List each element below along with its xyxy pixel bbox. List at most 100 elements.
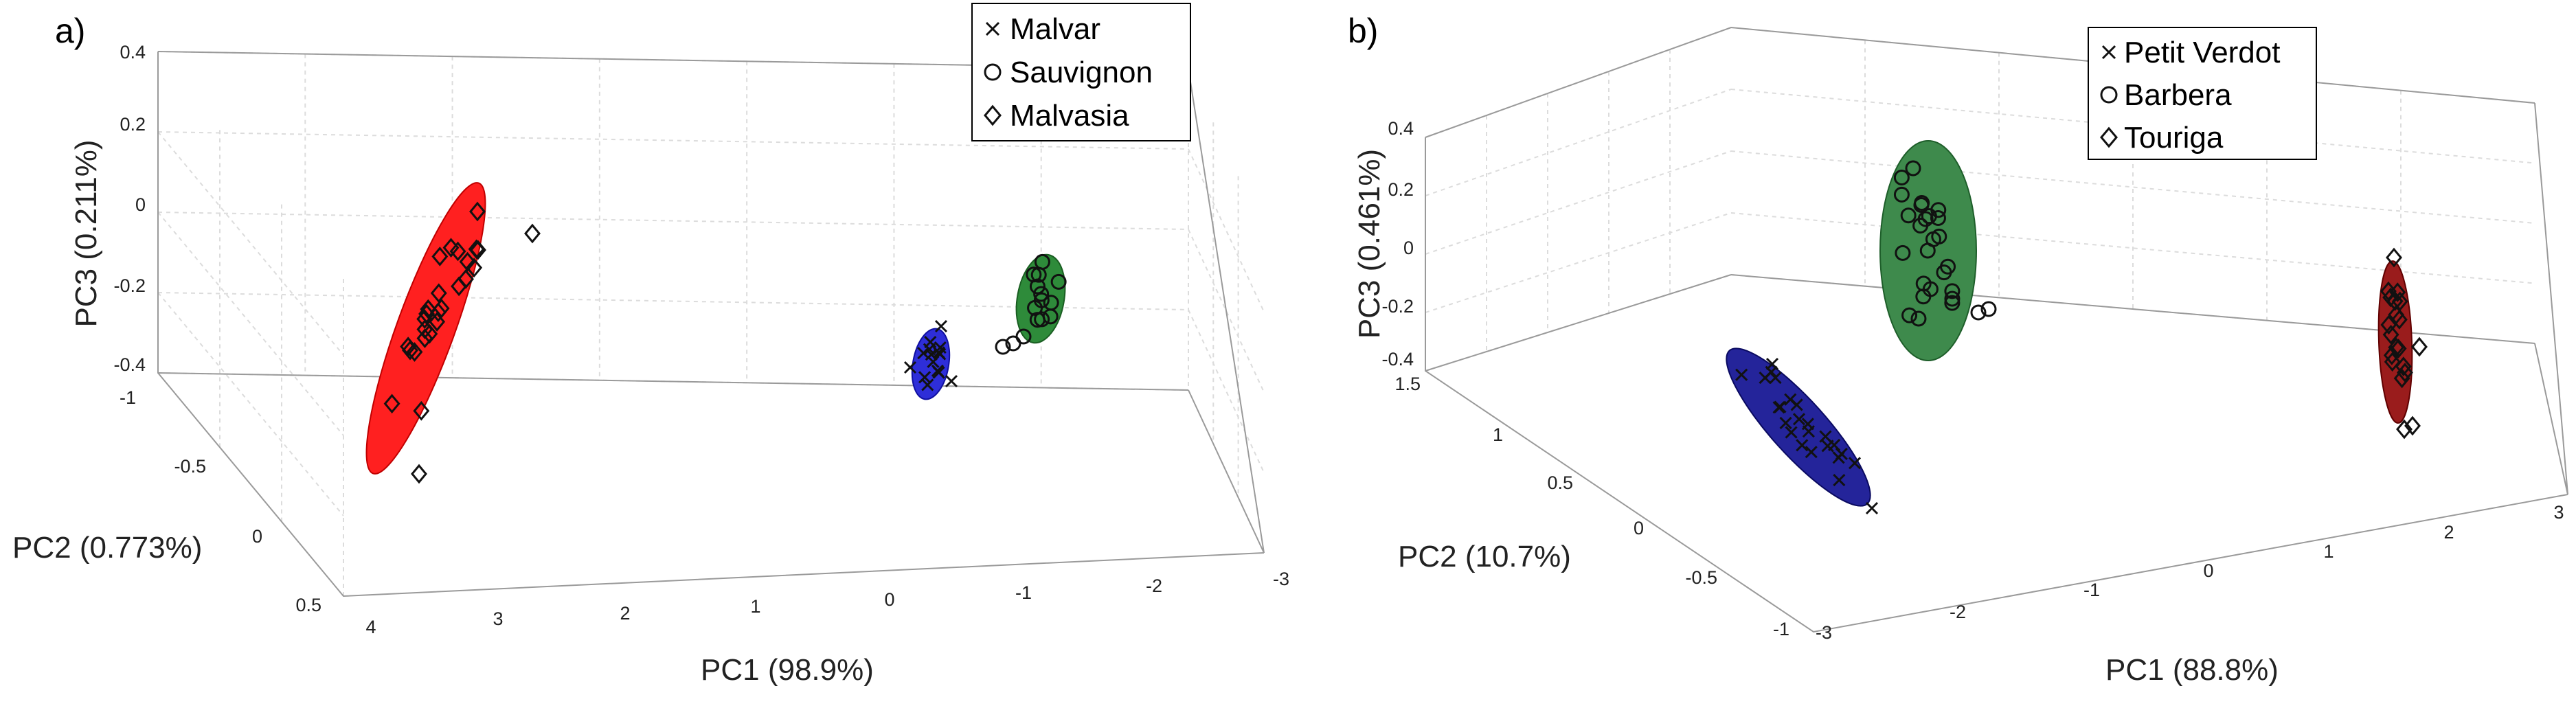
panel-b-floor-back-left <box>1425 274 1732 372</box>
panel-b: b) 0.4 0.2 0 -0.2 -0.4 1.5 1 0.5 0 -0.5 … <box>1348 12 2568 687</box>
panel-b-z-tick: 0 <box>1403 238 1414 258</box>
touriga-point <box>2382 287 2399 308</box>
barbera-points <box>1893 160 1997 327</box>
sauvignon-points <box>995 253 1067 355</box>
panel-b-x-tick: 0 <box>2203 560 2213 581</box>
panel-b-y-axis-label: PC2 (10.7%) <box>1398 540 1571 573</box>
barbera-point <box>1893 169 1910 185</box>
legend-entry-barbera: Barbera <box>2124 78 2232 112</box>
legend-diamond-marker <box>984 104 1002 126</box>
barbera-point <box>1905 160 1921 176</box>
malvasia-point <box>457 269 474 289</box>
panel-b-z-tick: 0.2 <box>1388 179 1414 200</box>
barbera-point <box>1919 242 1936 259</box>
petit-verdot-point <box>1835 447 1848 460</box>
sauvignon-point <box>1033 286 1050 302</box>
petit-verdot-point <box>1821 440 1834 453</box>
panel-b-floor-right <box>2534 343 2568 495</box>
malvar-point <box>903 361 917 374</box>
panel-a-y-tick: -1 <box>120 387 136 408</box>
sauvignon-point <box>1034 253 1050 270</box>
panel-b-x-tick: -3 <box>1816 622 1832 643</box>
barbera-point <box>1944 283 1961 299</box>
malvasia-point <box>470 240 486 260</box>
panel-a-legend: Malvar Sauvignon Malvasia <box>971 3 1191 141</box>
touriga-point <box>2391 310 2408 330</box>
malvasia-point <box>413 400 430 421</box>
panel-a-x-tick: -2 <box>1146 576 1162 596</box>
barbera-ellipse <box>1879 140 1977 361</box>
panel-b-x-tick: 3 <box>2553 502 2564 523</box>
panel-b-x-tick: 1 <box>2323 541 2334 562</box>
petit-verdot-point <box>1769 372 1782 385</box>
barbera-point <box>1940 258 1956 275</box>
barbera-point <box>1944 291 1961 307</box>
malvar-point <box>934 341 947 354</box>
panel-a-x-tick: -3 <box>1273 569 1289 589</box>
touriga-point <box>2411 337 2428 357</box>
panel-a-x-tick: 4 <box>365 617 376 637</box>
petit-verdot-point <box>1865 501 1879 515</box>
panel-b-z-tick: -0.4 <box>1381 349 1414 369</box>
legend-entry-sauvignon: Sauvignon <box>1010 56 1153 89</box>
malvasia-point <box>418 304 435 324</box>
panel-a-z-axis-label: PC3 (0.211%) <box>69 139 103 327</box>
barbera-point <box>1930 202 1947 218</box>
panel-b-y-tick: -1 <box>1773 619 1789 639</box>
petit-verdot-point <box>1792 413 1806 426</box>
barbera-point <box>1970 304 1987 321</box>
legend-x-marker <box>2101 45 2116 60</box>
malvar-point <box>945 374 958 388</box>
legend-box <box>2088 27 2317 160</box>
petit-verdot-points <box>1735 357 1879 515</box>
panel-b-y-tick: -0.5 <box>1685 567 1717 588</box>
petit-verdot-point <box>1772 401 1785 414</box>
panel-a-z-tick: 0 <box>135 194 146 215</box>
panel-b-x-axis-label: PC1 (88.8%) <box>2105 653 2279 687</box>
panel-b-z-tick: -0.2 <box>1381 296 1414 317</box>
panel-a-x-tick: 3 <box>493 608 503 629</box>
legend-box <box>971 3 1191 141</box>
panel-b-floor-back-right <box>1730 274 2535 344</box>
barbera-point <box>1900 207 1917 224</box>
panel-a-y-tick: 0.5 <box>295 595 321 615</box>
touriga-point <box>2386 247 2402 268</box>
petit-verdot-point <box>1790 398 1803 411</box>
barbera-point <box>1912 217 1929 234</box>
legend-entry-malvar: Malvar <box>1010 12 1100 46</box>
panel-b-x-tick: 2 <box>2443 522 2454 543</box>
panel-b-x-tick: -1 <box>2083 580 2100 600</box>
barbera-point <box>1893 186 1910 203</box>
legend-entry-petit-verdot: Petit Verdot <box>2124 36 2280 69</box>
touriga-point <box>2388 337 2405 358</box>
touriga-point <box>2393 368 2410 389</box>
barbera-point <box>1915 288 1932 305</box>
panel-a-z-tick: -0.4 <box>113 354 146 375</box>
malvasia-point <box>421 323 438 344</box>
panel-a-z-tick: 0.4 <box>120 42 146 62</box>
panel-a-back-floor-edge <box>157 372 1189 391</box>
barbera-point <box>1944 295 1961 311</box>
panel-a-y-tick: -0.5 <box>174 456 206 477</box>
touriga-ellipse <box>2377 260 2413 424</box>
panel-b-y-tick: 1.5 <box>1394 374 1421 394</box>
panel-b-right-edge <box>2534 102 2568 495</box>
malvar-point <box>918 371 931 384</box>
legend-diamond-marker <box>2100 126 2118 148</box>
petit-verdot-point <box>1796 439 1809 452</box>
panel-a-front-edges <box>157 52 1265 597</box>
barbera-point <box>1930 210 1946 227</box>
malvar-point <box>921 378 934 391</box>
panel-a-z-tick: -0.2 <box>113 275 146 296</box>
barbera-point <box>1910 310 1927 327</box>
petit-verdot-ellipse <box>1726 348 1871 507</box>
panel-a-clusters <box>365 182 1067 484</box>
malvar-points <box>903 319 958 391</box>
petit-verdot-point <box>1785 426 1798 439</box>
sauvignon-point <box>1026 266 1042 283</box>
malvasia-point <box>459 251 476 272</box>
panel-b-x-tick: -2 <box>1950 602 1966 622</box>
panel-a-z-tick: 0.2 <box>120 114 146 135</box>
panel-a-x-tick: 2 <box>620 603 630 624</box>
